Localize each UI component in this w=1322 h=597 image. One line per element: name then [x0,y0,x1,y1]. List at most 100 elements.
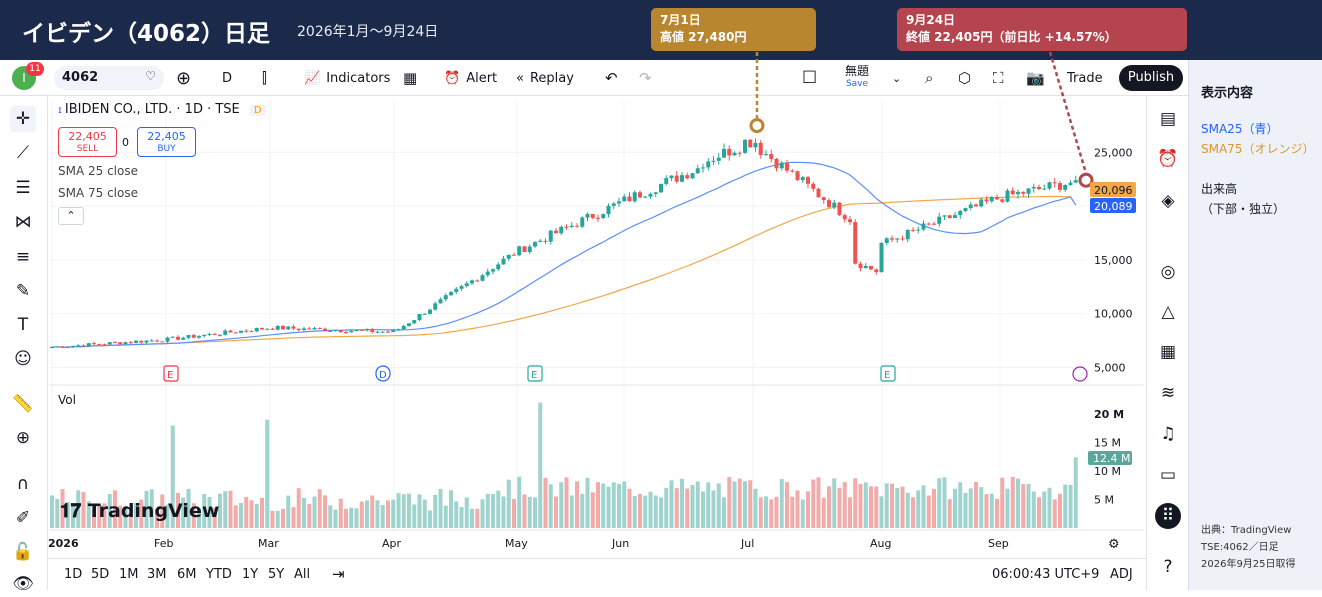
volume-bar [134,503,138,528]
range-6m[interactable]: 6M [177,567,197,582]
crosshair-icon[interactable]: ✛ [10,106,36,132]
volume-bar [674,488,679,528]
apps-icon[interactable]: ⠿ [1155,503,1181,529]
sma25-legend[interactable]: SMA 25 close [58,164,138,178]
magnet-icon[interactable]: ∩ [16,474,30,494]
volume-bar [233,505,238,528]
candle [638,192,642,198]
candle [611,203,616,206]
candle [916,229,921,231]
buy-button[interactable]: 22,405 BUY [137,127,196,157]
alarm-clock-icon[interactable]: ⏰ [1157,149,1179,169]
volume-position-note: （下部・独立） [1201,202,1286,216]
quick-search-icon[interactable]: ⌕ [925,69,934,87]
range-5y[interactable]: 5Y [268,567,285,582]
candle [596,217,600,219]
publish-button[interactable]: Publish [1119,65,1183,91]
clock[interactable]: 06:00:43 UTC+9 [992,567,1100,582]
range-ytd[interactable]: YTD [206,567,232,582]
fullscreen-box-icon[interactable]: ☐ [802,68,818,88]
indicators-button[interactable]: 📈 Indicators [304,60,390,96]
ruler-icon[interactable]: 📏 [12,394,34,414]
pencil-lock-icon[interactable]: ✐ [15,508,31,528]
eye-icon[interactable]: 👁 [12,574,34,594]
calendar-icon[interactable]: ▦ [1159,342,1177,362]
interval-button[interactable]: D [222,70,233,86]
horizontal-lines-icon[interactable]: ☰ [15,178,31,198]
volume-bar [795,490,800,528]
volume-bar [506,479,511,528]
volume-bar [302,497,306,528]
high-callout-value: 高値 27,480円 [660,30,747,44]
adjust-toggle[interactable]: ADJ [1110,567,1133,582]
range-5d[interactable]: 5D [91,567,110,582]
sma75-price-label-bg [1090,182,1136,197]
candle [695,168,700,174]
brush-icon[interactable]: ✎ [15,281,31,301]
ideas-icon[interactable]: △ [1161,302,1175,322]
layout-name-button[interactable]: 無題 Save [845,60,869,96]
collapse-legend-button[interactable]: ⌃ [58,207,84,225]
text-icon[interactable]: T [17,315,29,335]
sma75-legend[interactable]: SMA 75 close [58,186,138,200]
lock-icon[interactable]: 🔓 [12,542,34,562]
candle [71,345,75,347]
chevron-down-icon[interactable]: ⌄ [892,71,902,85]
range-all[interactable]: All [294,567,311,582]
high-callout: 7月1日 高値 27,480円 [651,8,816,51]
chat-icon[interactable]: ▭ [1159,465,1177,485]
volume-bar [344,508,348,528]
fib-icon[interactable]: ≡ [15,247,31,267]
replay-button[interactable]: « Replay [516,60,574,96]
volume-bar [449,490,453,528]
settings-icon[interactable]: ⬡ [958,69,972,87]
layouts-icon[interactable]: ▦ [403,69,418,87]
volume-bar [428,510,432,528]
volume-bar [144,490,149,528]
target-icon[interactable]: ◎ [1160,262,1176,282]
candle [811,183,816,189]
emoji-icon[interactable]: ☺ [14,349,32,369]
sell-button[interactable]: 22,405 SELL [58,127,117,157]
zoom-in-icon[interactable]: ⊕ [15,428,31,448]
pattern-icon[interactable]: ⋈ [14,212,32,232]
alert-button[interactable]: ⏰ Alert [444,60,497,96]
stream-icon[interactable]: ≋ [1160,383,1176,403]
candle [464,283,469,287]
range-1d[interactable]: 1D [64,567,83,582]
undo-icon[interactable]: ↶ [605,69,618,87]
heart-icon[interactable]: ♡ [145,69,156,83]
candle [827,200,831,208]
candle [155,340,159,342]
volume-bar [291,507,296,528]
range-1m[interactable]: 1M [119,567,139,582]
layers-icon[interactable]: ◈ [1161,191,1175,211]
redo-icon[interactable]: ↷ [639,69,652,87]
expand-icon[interactable]: ⛶ [993,69,1004,87]
range-3m[interactable]: 3M [147,567,167,582]
trade-button[interactable]: Trade [1067,70,1103,86]
volume-bar [722,497,726,528]
volume-bar [800,499,805,528]
volume-bar [611,482,616,528]
camera-icon[interactable]: 📷 [1026,69,1045,87]
trend-line-icon[interactable]: ⟋ [17,143,29,163]
symbol-search[interactable]: 4062 ♡ [54,66,164,90]
candle [884,238,889,244]
candle [790,170,795,172]
goto-date-icon[interactable]: ⇥ [332,565,345,583]
watchlist-icon[interactable]: ▤ [1159,109,1177,129]
volume-bar [1016,478,1020,528]
price-tick-label: 5,000 [1094,362,1126,375]
bell-icon[interactable]: ♫ [1160,424,1176,444]
event-marker [880,365,896,382]
candle [627,196,632,202]
candles-icon[interactable]: ⫿ [262,69,267,87]
volume-bar [638,493,642,528]
add-symbol-icon[interactable]: ⊕ [176,67,192,89]
range-1y[interactable]: 1Y [242,567,259,582]
candle [55,346,60,348]
help-icon[interactable]: ? [1163,557,1173,577]
tradingview-watermark: 𝟏𝟕 TradingView [60,500,219,522]
